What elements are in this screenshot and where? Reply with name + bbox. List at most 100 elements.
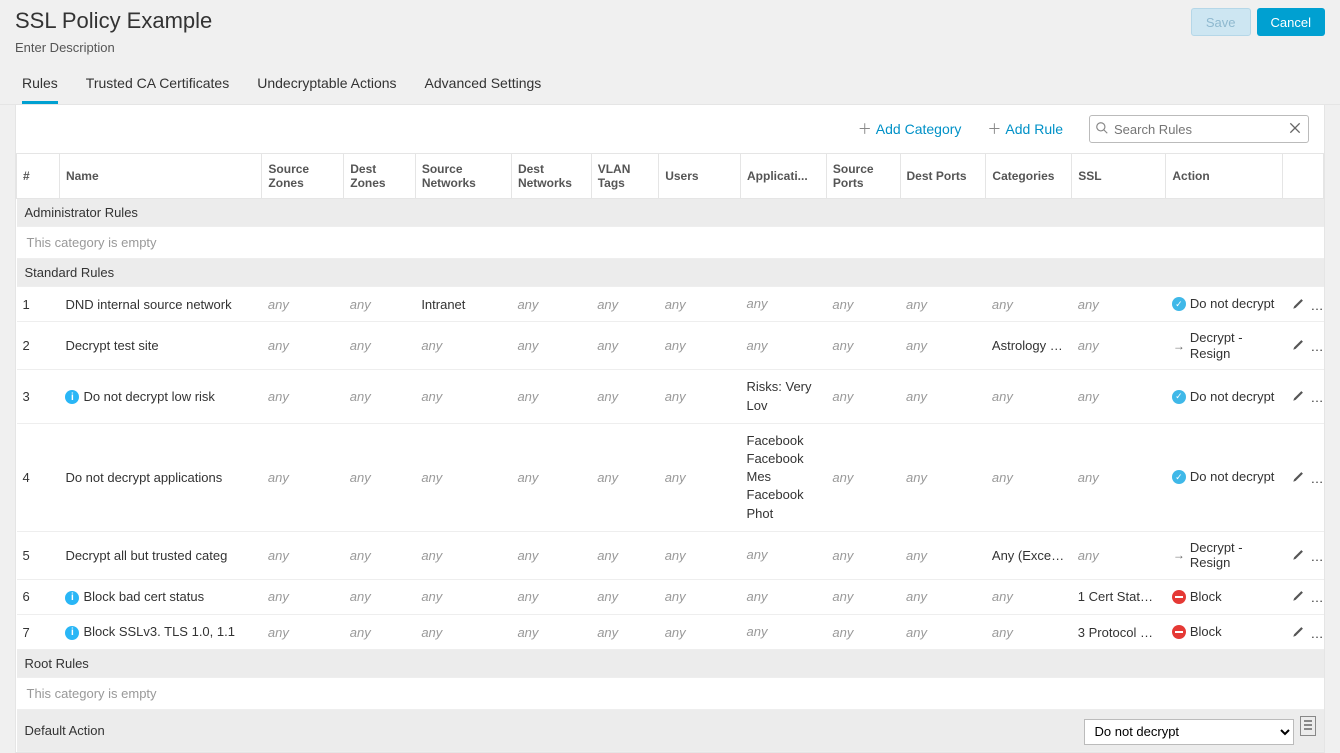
row-actions: [1282, 579, 1323, 614]
col-name[interactable]: Name: [59, 154, 261, 199]
cell: any: [900, 423, 986, 531]
cell: any: [826, 287, 900, 322]
add-rule-button[interactable]: ＋ Add Rule: [987, 119, 1063, 139]
table-row[interactable]: 1DND internal source networkanyanyIntran…: [17, 287, 1324, 322]
col-src-zones[interactable]: Source Zones: [262, 154, 344, 199]
cell: any: [1072, 322, 1166, 370]
col-src-nets[interactable]: Source Networks: [415, 154, 511, 199]
rule-name: Block bad cert status: [83, 589, 204, 604]
cell-num: 5: [17, 531, 60, 579]
cell: FacebookFacebook MesFacebook Phot: [741, 423, 827, 531]
cell: Intranet: [415, 287, 511, 322]
edit-icon[interactable]: [1292, 469, 1306, 483]
check-circle-icon: [1172, 470, 1186, 484]
cell: any: [986, 579, 1072, 614]
default-action-select[interactable]: Do not decrypt: [1084, 719, 1294, 745]
cell: any: [826, 615, 900, 650]
edit-icon[interactable]: [1292, 624, 1306, 638]
cell: any: [900, 615, 986, 650]
action-label: Block: [1190, 624, 1222, 640]
action-label: Block: [1190, 589, 1222, 605]
cell-num: 6: [17, 579, 60, 614]
col-ssl[interactable]: SSL: [1072, 154, 1166, 199]
cell-num: 1: [17, 287, 60, 322]
cell: any: [900, 531, 986, 579]
cell: any: [659, 615, 741, 650]
tab-advanced[interactable]: Advanced Settings: [425, 75, 542, 104]
cell: any: [591, 287, 658, 322]
table-row[interactable]: 5Decrypt all but trusted categanyanyanya…: [17, 531, 1324, 579]
cell-name: Do not decrypt applications: [59, 423, 261, 531]
cell: any: [511, 370, 591, 423]
tab-undecryptable[interactable]: Undecryptable Actions: [257, 75, 396, 104]
col-apps[interactable]: Applicati...: [741, 154, 827, 199]
edit-icon[interactable]: [1292, 388, 1306, 402]
cell: any: [591, 579, 658, 614]
col-categories[interactable]: Categories: [986, 154, 1072, 199]
cell: any: [900, 370, 986, 423]
cancel-button[interactable]: Cancel: [1257, 8, 1325, 36]
table-row[interactable]: 2Decrypt test siteanyanyanyanyanyanyanya…: [17, 322, 1324, 370]
info-icon[interactable]: i: [65, 390, 79, 404]
cell-action: Do not decrypt: [1166, 287, 1283, 322]
col-users[interactable]: Users: [659, 154, 741, 199]
col-dest-nets[interactable]: Dest Networks: [511, 154, 591, 199]
edit-icon[interactable]: [1292, 547, 1306, 561]
block-icon: [1172, 590, 1186, 604]
add-rule-label: Add Rule: [1005, 121, 1063, 137]
table-row[interactable]: 3iDo not decrypt low riskanyanyanyanyany…: [17, 370, 1324, 423]
cell-action: →Decrypt - Resign: [1166, 322, 1283, 370]
col-src-ports[interactable]: Source Ports: [826, 154, 900, 199]
cell-name: iDo not decrypt low risk: [59, 370, 261, 423]
cell: any: [511, 287, 591, 322]
cell-action: Do not decrypt: [1166, 370, 1283, 423]
cell: Risks: Very Lov: [741, 370, 827, 423]
tab-rules[interactable]: Rules: [22, 75, 58, 104]
table-row[interactable]: 6iBlock bad cert statusanyanyanyanyanyan…: [17, 579, 1324, 614]
save-button[interactable]: Save: [1191, 8, 1251, 36]
cell: any: [511, 579, 591, 614]
cell: any: [262, 531, 344, 579]
cell-num: 3: [17, 370, 60, 423]
edit-icon[interactable]: [1292, 296, 1306, 310]
cell: any: [511, 531, 591, 579]
col-dest-ports[interactable]: Dest Ports: [900, 154, 986, 199]
action-label: Decrypt - Resign: [1190, 330, 1277, 361]
cell: any: [741, 287, 827, 322]
cell: any: [986, 370, 1072, 423]
log-icon[interactable]: [1300, 716, 1316, 736]
cell-name: Decrypt all but trusted categ: [59, 531, 261, 579]
cell: any: [344, 322, 416, 370]
cell: any: [1072, 370, 1166, 423]
plus-icon: ＋: [858, 119, 872, 139]
table-row[interactable]: 4Do not decrypt applicationsanyanyanyany…: [17, 423, 1324, 531]
default-action-row: Default ActionDo not decrypt: [17, 710, 1324, 752]
edit-icon[interactable]: [1292, 588, 1306, 602]
cell: 1 Cert Status se: [1072, 579, 1166, 614]
cell: any: [986, 287, 1072, 322]
cell-num: 2: [17, 322, 60, 370]
cell: any: [986, 423, 1072, 531]
edit-icon[interactable]: [1292, 337, 1306, 351]
col-dest-zones[interactable]: Dest Zones: [344, 154, 416, 199]
cell: any: [262, 579, 344, 614]
page-description[interactable]: Enter Description: [15, 40, 212, 55]
info-icon[interactable]: i: [65, 591, 79, 605]
clear-search-icon[interactable]: [1287, 120, 1303, 136]
col-action[interactable]: Action: [1166, 154, 1283, 199]
row-actions: [1282, 531, 1323, 579]
cell: any: [511, 322, 591, 370]
col-vlan[interactable]: VLAN Tags: [591, 154, 658, 199]
tab-trusted-ca[interactable]: Trusted CA Certificates: [86, 75, 229, 104]
table-row[interactable]: 7iBlock SSLv3. TLS 1.0, 1.1anyanyanyanya…: [17, 615, 1324, 650]
cell: any: [659, 423, 741, 531]
cell: any: [591, 423, 658, 531]
block-icon: [1172, 625, 1186, 639]
rule-name: DND internal source network: [65, 297, 231, 312]
cell: any: [591, 370, 658, 423]
search-input[interactable]: [1089, 115, 1309, 143]
info-icon[interactable]: i: [65, 626, 79, 640]
row-actions: [1282, 370, 1323, 423]
add-category-button[interactable]: ＋ Add Category: [858, 119, 962, 139]
col-num[interactable]: #: [17, 154, 60, 199]
